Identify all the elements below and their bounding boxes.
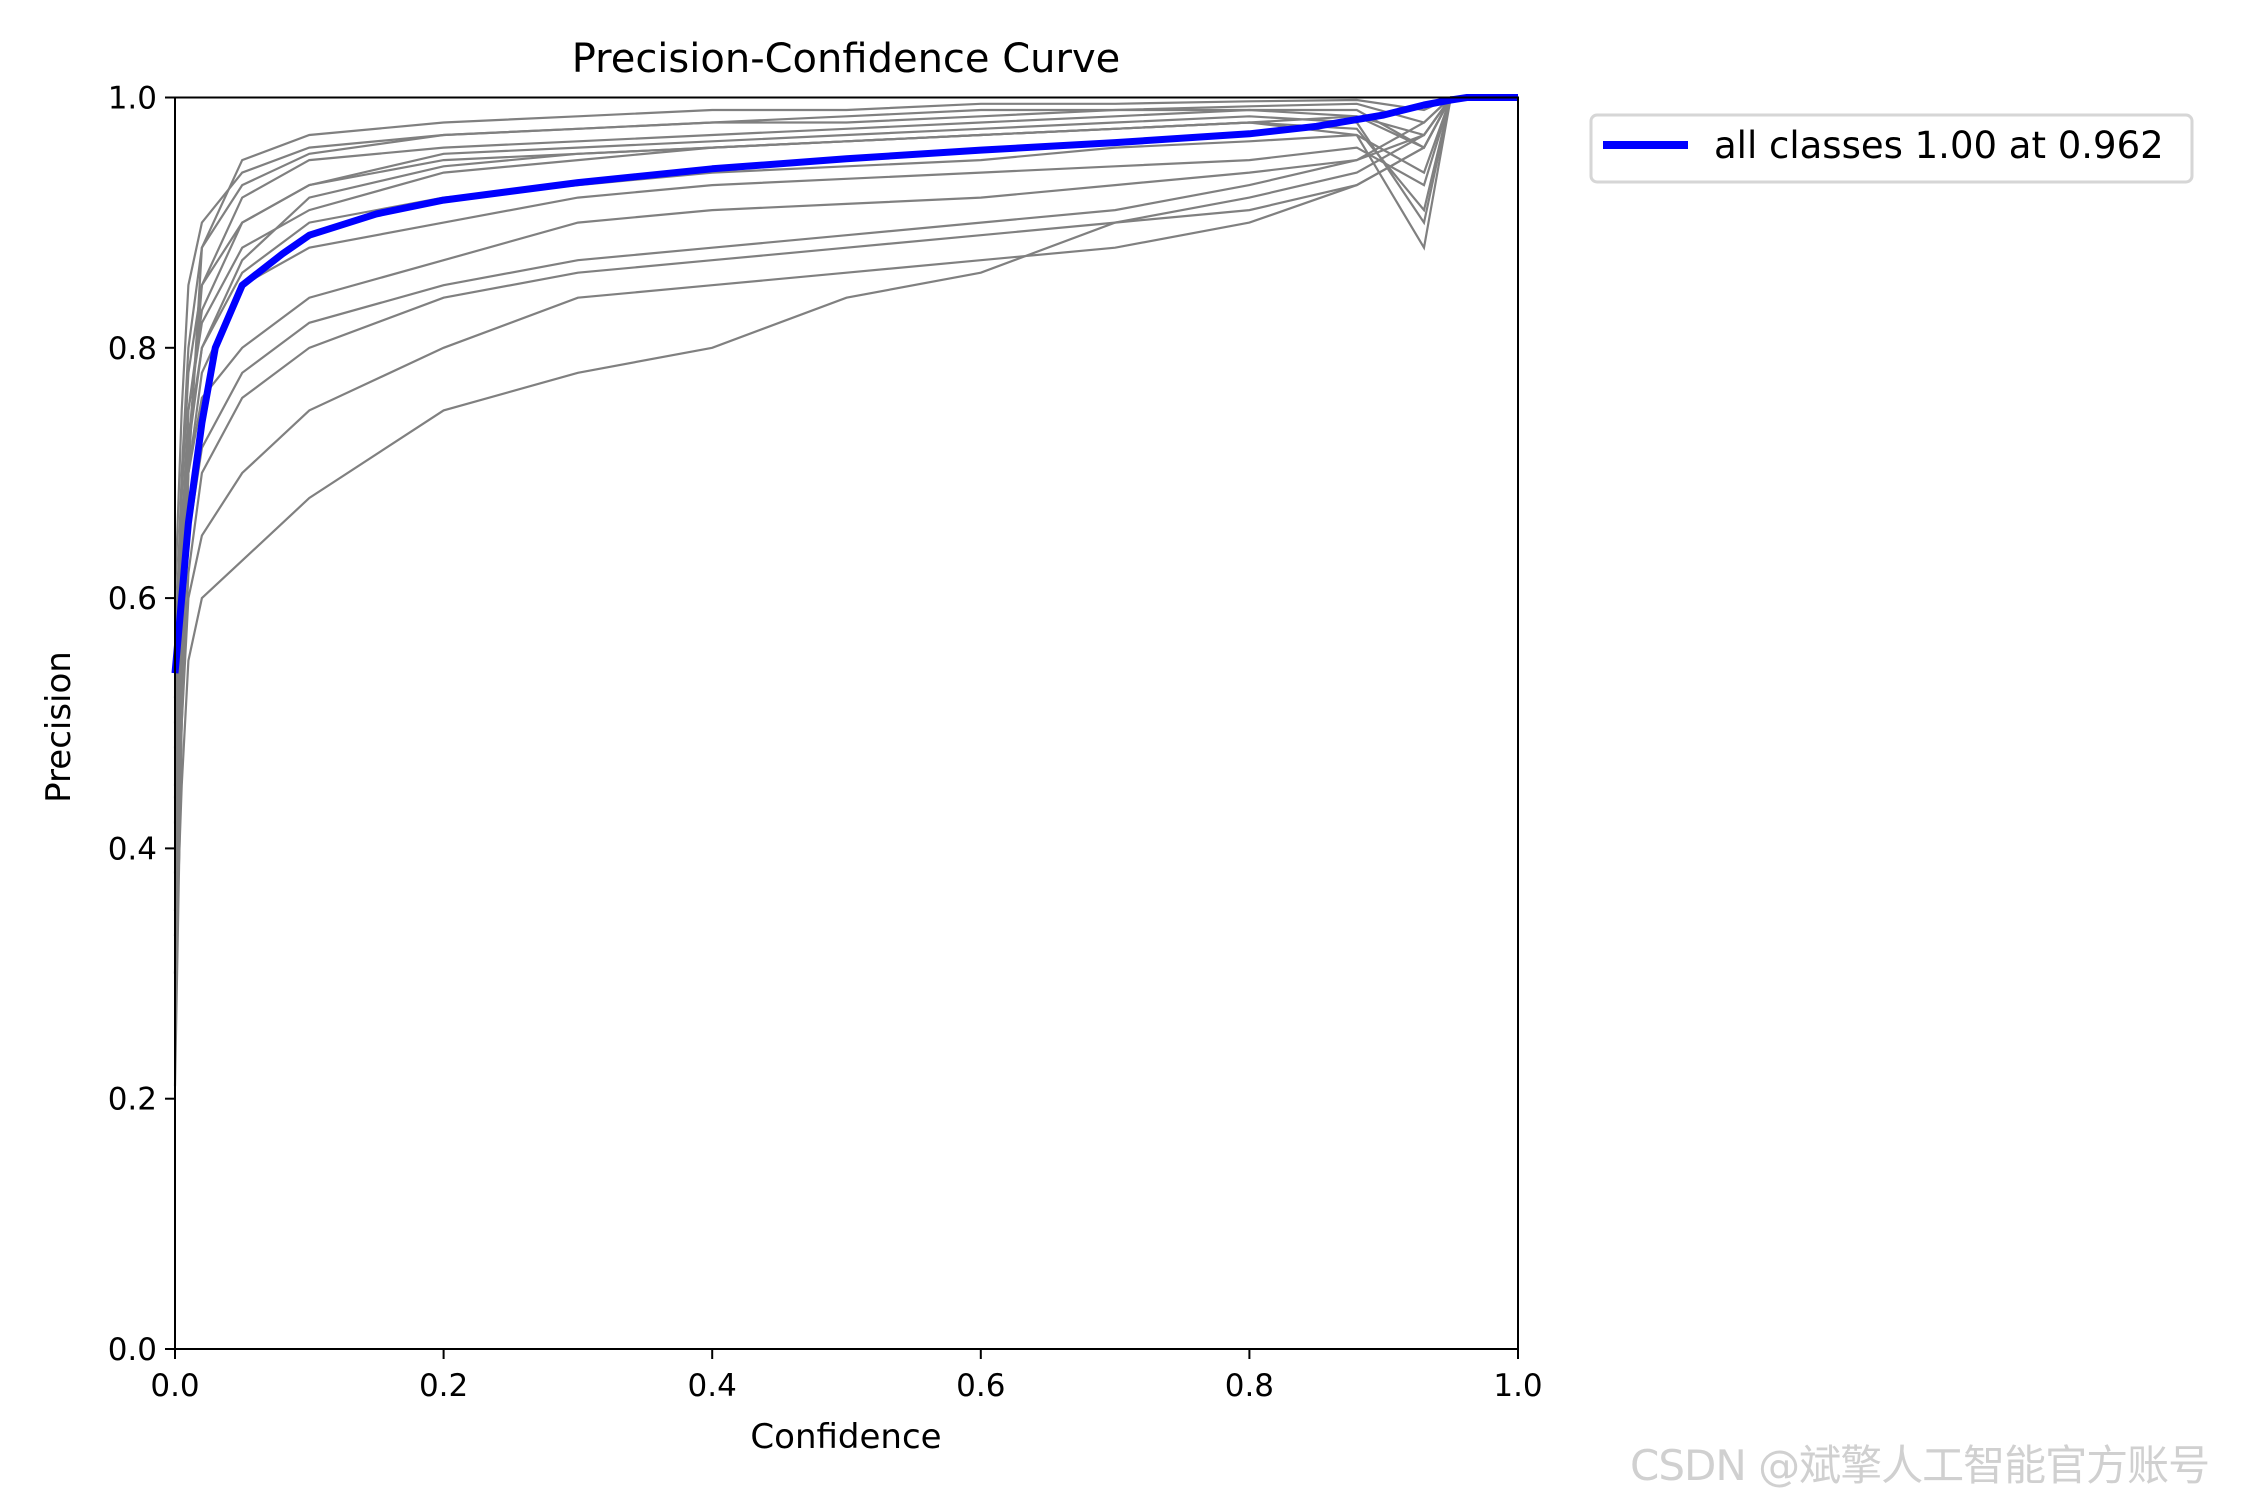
- class-curve-10: [173, 96, 1518, 824]
- y-tick-label: 0.6: [108, 581, 157, 617]
- watermark: CSDN @斌擎人工智能官方账号: [1630, 1441, 2210, 1490]
- class-curve-15: [173, 96, 1518, 699]
- class-curve-13: [173, 96, 1518, 599]
- y-axis-label: Precision: [39, 651, 79, 803]
- chart-title: Precision-Confidence Curve: [572, 36, 1121, 82]
- y-tick-label: 0.0: [108, 1332, 157, 1368]
- class-curve-4: [173, 96, 1518, 912]
- x-axis-ticks: 0.0 0.2 0.4 0.6 0.8 1.0: [150, 1349, 1543, 1404]
- x-axis-label: Confidence: [750, 1417, 941, 1457]
- class-curve-12: [173, 96, 1518, 937]
- x-tick-label: 1.0: [1493, 1368, 1542, 1404]
- class-curve-7: [173, 96, 1518, 724]
- y-tick-label: 0.4: [108, 831, 157, 867]
- y-axis-ticks: 0.0 0.2 0.4 0.6 0.8 1.0: [108, 81, 175, 1368]
- class-curves: [173, 96, 1518, 1087]
- class-curve-2: [173, 96, 1518, 974]
- x-tick-label: 0.2: [419, 1368, 468, 1404]
- x-tick-label: 0.0: [150, 1368, 199, 1404]
- legend: all classes 1.00 at 0.962: [1589, 113, 2194, 184]
- class-curve-1: [173, 96, 1518, 1087]
- class-curve-5: [173, 96, 1518, 974]
- mean-curve-all-classes: [171, 94, 1518, 674]
- x-tick-label: 0.4: [688, 1368, 737, 1404]
- plot-frame: [174, 96, 1519, 1350]
- class-curve-6: [173, 96, 1518, 786]
- y-tick-label: 1.0: [108, 81, 157, 117]
- legend-box: [1589, 113, 2194, 184]
- y-tick-label: 0.8: [108, 331, 157, 367]
- y-tick-label: 0.2: [108, 1082, 157, 1118]
- x-tick-label: 0.6: [956, 1368, 1005, 1404]
- legend-entry-all-classes: all classes 1.00 at 0.962: [1714, 124, 2164, 167]
- x-tick-label: 0.8: [1225, 1368, 1274, 1404]
- class-curve-14: [173, 96, 1518, 799]
